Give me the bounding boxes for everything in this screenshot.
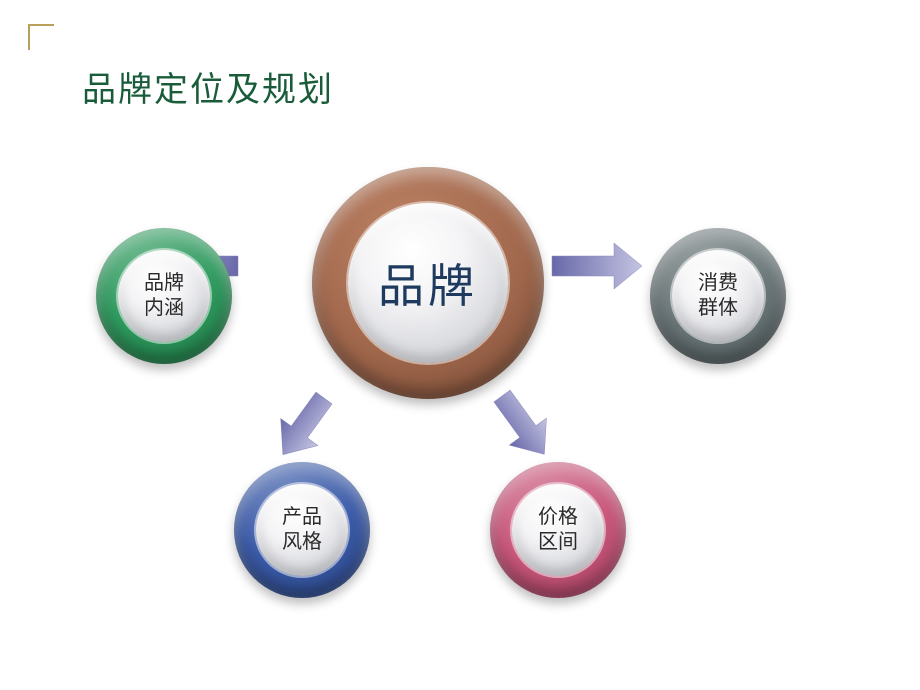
node-consumer-group: 消费 群体 (650, 228, 786, 364)
arrow (552, 243, 642, 289)
center-label: 品牌 (378, 250, 478, 316)
arrow (264, 384, 342, 468)
node-label: 消费 群体 (698, 271, 738, 321)
node-brand-connotation: 品牌 内涵 (96, 228, 232, 364)
node-label: 价格 区间 (538, 505, 578, 555)
arrow (483, 382, 563, 467)
node-label: 品牌 内涵 (144, 271, 184, 321)
center-node: 品牌 (312, 167, 544, 399)
node-price-range: 价格 区间 (490, 462, 626, 598)
node-product-style: 产品 风格 (234, 462, 370, 598)
node-label: 产品 风格 (282, 505, 322, 555)
